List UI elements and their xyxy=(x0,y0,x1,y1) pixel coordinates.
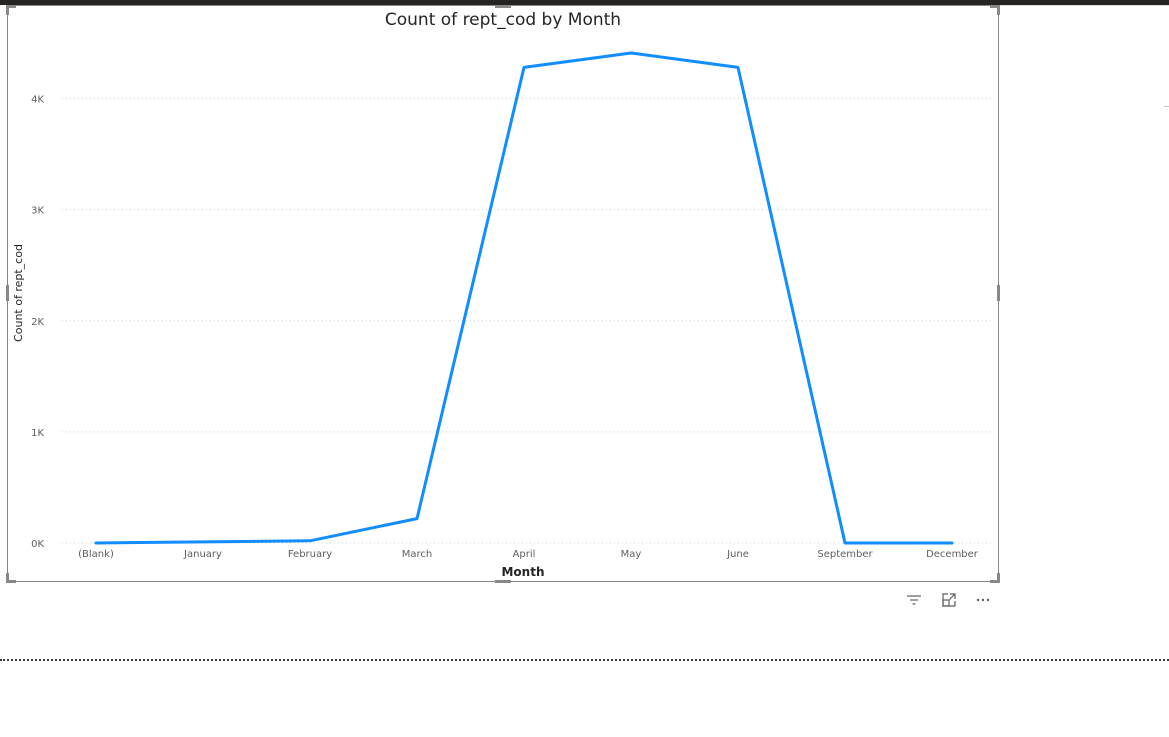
x-tick-label: (Blank) xyxy=(78,549,114,560)
resize-handle-right[interactable] xyxy=(997,285,1000,301)
resize-handle-top[interactable] xyxy=(495,5,511,8)
resize-handle-bottom-right[interactable] xyxy=(990,580,1000,583)
y-axis-ticks: 0K 1K 2K 3K 4K xyxy=(31,95,44,550)
resize-handle-bottom-left-v[interactable] xyxy=(6,573,9,583)
x-tick-label: April xyxy=(513,549,536,560)
resize-handle-top-right-v[interactable] xyxy=(997,5,1000,15)
x-tick-label: June xyxy=(726,549,749,560)
y-tick-label: 0K xyxy=(31,539,44,550)
resize-handle-bottom[interactable] xyxy=(495,580,511,583)
more-options-icon[interactable] xyxy=(974,591,992,609)
x-tick-label: September xyxy=(817,549,873,560)
page-divider xyxy=(0,659,1169,661)
x-tick-label: March xyxy=(402,549,432,560)
resize-handle-top-left[interactable] xyxy=(6,5,16,8)
x-tick-label: February xyxy=(288,549,332,560)
canvas-edge-line xyxy=(1000,5,1169,6)
series-line xyxy=(94,51,954,545)
y-tick-label: 3K xyxy=(31,206,44,217)
y-tick-label: 4K xyxy=(31,95,44,106)
resize-handle-bottom-right-v[interactable] xyxy=(997,573,1000,583)
x-tick-label: January xyxy=(183,549,222,560)
focus-mode-icon[interactable] xyxy=(940,591,958,609)
gridlines xyxy=(62,98,993,544)
resize-handle-bottom-left[interactable] xyxy=(6,580,16,583)
x-axis-ticks: (Blank) January February March April May June S… xyxy=(78,549,979,560)
y-tick-label: 2K xyxy=(31,317,44,328)
resize-handle-top-left-v[interactable] xyxy=(6,5,9,15)
chart-title: Count of rept_cod by Month xyxy=(385,10,621,30)
x-axis-title: Month xyxy=(501,565,544,579)
filter-icon[interactable] xyxy=(905,591,923,609)
y-axis-title: Count of rept_cod xyxy=(12,244,25,342)
y-tick-label: 1K xyxy=(31,428,44,439)
x-tick-label: December xyxy=(926,549,979,560)
x-tick-label: May xyxy=(621,549,642,560)
resize-handle-top-right[interactable] xyxy=(990,5,1000,8)
top-bar xyxy=(0,0,1169,5)
canvas-edge-tick xyxy=(1164,106,1169,107)
resize-handle-left[interactable] xyxy=(6,285,9,301)
